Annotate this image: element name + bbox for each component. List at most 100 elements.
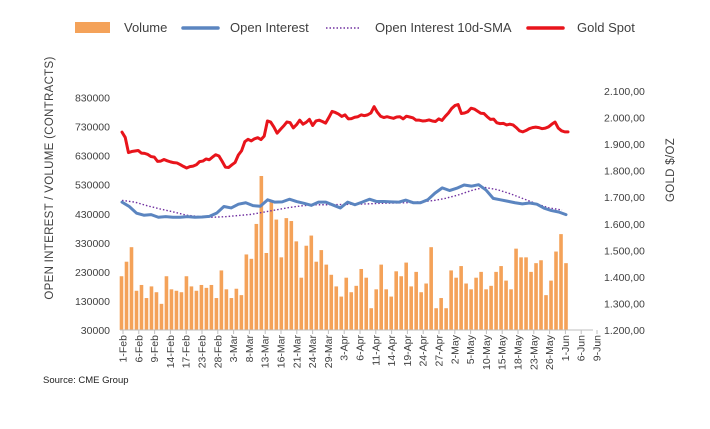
- y-tick-label: 530000: [75, 180, 110, 192]
- volume-bar: [194, 290, 199, 330]
- volume-bar: [164, 276, 169, 330]
- x-tick-label: 2-May: [449, 334, 461, 364]
- volume-bar: [274, 219, 279, 330]
- volume-bar: [129, 247, 134, 330]
- volume-bar: [484, 289, 488, 330]
- x-tick-label: 24-Mar: [307, 335, 319, 369]
- volume-bar: [519, 257, 523, 330]
- volume-bar: [269, 200, 274, 330]
- volume-bar: [514, 248, 518, 330]
- legend-oi-sma-label: Open Interest 10d-SMA: [375, 20, 512, 35]
- volume-bar: [144, 298, 149, 330]
- volume-bar: [509, 289, 513, 330]
- volume-bar: [544, 295, 548, 330]
- y-axis-left-title: OPEN INTEREST / VOLUME (CONTRACTS): [44, 56, 56, 299]
- volume-bar: [454, 277, 458, 330]
- legend-gold-spot-label: Gold Spot: [577, 20, 635, 35]
- volume-bar: [134, 290, 139, 330]
- y2-tick-label: 2.100,00: [604, 86, 645, 98]
- volume-bar: [139, 284, 144, 330]
- volume-bar: [199, 284, 204, 330]
- x-tick-label: 11-Apr: [370, 335, 382, 366]
- y-tick-label: 230000: [75, 267, 110, 279]
- y-tick-label: 330000: [75, 238, 110, 250]
- volume-bar: [159, 303, 164, 330]
- volume-bar: [494, 271, 498, 330]
- volume-bar: [319, 250, 324, 330]
- volume-bar: [224, 289, 229, 330]
- x-tick-label: 6-Jun: [576, 335, 588, 361]
- volume-bar: [179, 292, 184, 330]
- y-tick-label: 130000: [75, 296, 110, 308]
- y-tick-label: 630000: [75, 151, 110, 163]
- volume-bar: [564, 263, 568, 330]
- x-tick-label: 14-Feb: [165, 335, 177, 368]
- volume-bar: [279, 257, 284, 330]
- x-tick-label: 23-Feb: [197, 335, 209, 368]
- volume-bar: [439, 298, 443, 330]
- volume-bar: [214, 298, 219, 330]
- volume-bar: [234, 288, 239, 330]
- volume-bar: [249, 258, 254, 330]
- volume-bar: [119, 276, 124, 330]
- volume-bar: [539, 260, 543, 330]
- volume-bar: [379, 264, 384, 330]
- volume-bar: [534, 263, 538, 330]
- volume-bar: [229, 298, 234, 330]
- volume-bar: [449, 270, 453, 330]
- volume-bar: [304, 245, 309, 330]
- x-tick-label: 8-Mar: [244, 334, 256, 362]
- volume-bar: [419, 292, 423, 330]
- oi-sma-series: [121, 186, 563, 218]
- x-tick-label: 9-Feb: [149, 335, 161, 363]
- volume-bar: [254, 223, 259, 330]
- volume-bar: [474, 277, 478, 330]
- volume-bar: [499, 266, 503, 330]
- y-tick-label: 730000: [75, 122, 110, 134]
- x-tick-label: 19-Apr: [402, 334, 414, 366]
- volume-bar: [489, 285, 493, 330]
- volume-bar: [559, 234, 563, 330]
- x-tick-label: 23-May: [528, 334, 540, 370]
- y-tick-label: 430000: [75, 209, 110, 221]
- volume-bar: [359, 268, 364, 330]
- y-axis-right-ticks: 1.200,00 1.300,00 1.400,00 1.500,00 1.600,00…: [604, 86, 645, 337]
- x-tick-label: 17-Feb: [181, 335, 193, 368]
- y2-tick-label: 1.700,00: [604, 192, 645, 204]
- volume-bar: [189, 286, 194, 330]
- volume-bar: [479, 271, 483, 330]
- x-tick-label: 5-May: [465, 334, 477, 364]
- x-tick-label: 15-May: [497, 334, 509, 370]
- x-tick-label: 27-Apr: [434, 334, 446, 366]
- y2-tick-label: 1.600,00: [604, 219, 645, 231]
- legend-volume-label: Volume: [124, 20, 167, 35]
- volume-bar: [399, 276, 403, 330]
- volume-bar: [444, 308, 448, 330]
- volume-bar: [404, 262, 408, 330]
- x-tick-label: 13-Mar: [260, 335, 272, 369]
- x-tick-label: 16-Mar: [276, 335, 288, 369]
- volume-bar: [289, 221, 294, 330]
- volume-bar: [429, 247, 433, 330]
- volume-bar: [409, 286, 413, 330]
- legend-open-interest-label: Open Interest: [230, 20, 309, 35]
- volume-bar: [329, 274, 334, 330]
- volume-bar: [344, 277, 349, 330]
- x-tick-label: 14-Apr: [386, 334, 398, 366]
- y2-tick-label: 1.400,00: [604, 272, 645, 284]
- volume-bar: [219, 270, 224, 330]
- x-tick-label: 28-Feb: [212, 335, 224, 368]
- x-tick-label: 9-Jun: [592, 335, 604, 361]
- volume-bar: [529, 271, 533, 330]
- y2-tick-label: 2.000,00: [604, 113, 645, 125]
- volume-bar: [349, 292, 354, 330]
- x-tick-label: 1-Feb: [118, 335, 130, 363]
- x-tick-label: 18-May: [513, 334, 525, 370]
- volume-bar: [259, 175, 264, 330]
- volume-bar: [354, 285, 359, 330]
- y2-tick-label: 1.300,00: [604, 298, 645, 310]
- y-axis-left-ticks: 30000 130000 230000 330000 430000 530000 63000…: [75, 93, 110, 337]
- volume-bar: [524, 257, 528, 330]
- volume-bar: [169, 289, 174, 330]
